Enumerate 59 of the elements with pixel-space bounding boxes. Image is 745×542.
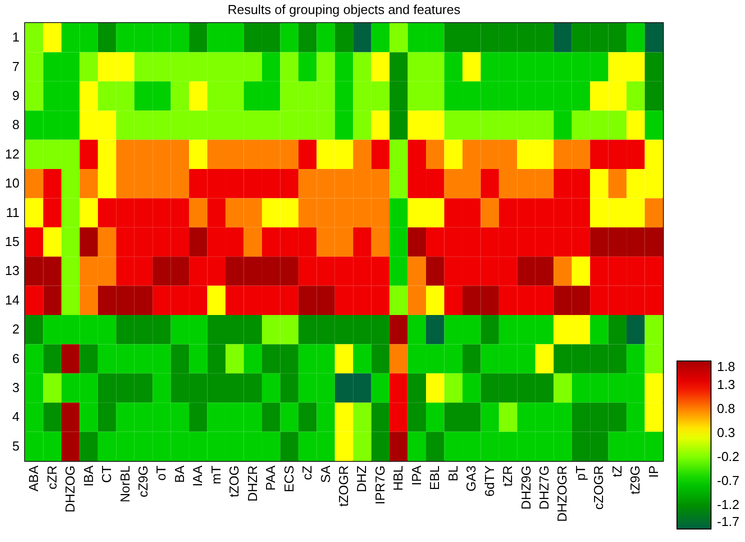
color-bar-label: -1.2 xyxy=(717,497,740,512)
x-tick-label: cZOGR xyxy=(591,466,606,510)
x-tick-label: SA xyxy=(318,465,333,483)
x-tick-label: DHZ xyxy=(354,465,370,492)
x-tick-label: cZ xyxy=(300,465,315,480)
x-tick-label: mT xyxy=(208,465,224,484)
color-bar-label: 0.3 xyxy=(717,425,736,440)
x-tick-label: cZ9G xyxy=(135,466,150,498)
x-tick-label: cZR xyxy=(44,466,60,490)
x-tick-label: HBL xyxy=(390,466,406,491)
y-tick-label: 8 xyxy=(12,117,20,132)
x-tick-label: IBA xyxy=(80,465,96,486)
y-tick-label: 7 xyxy=(12,58,20,74)
x-tick-label: EBL xyxy=(427,466,442,490)
x-tick-label: ECS xyxy=(281,465,296,492)
color-bar-label: -0.7 xyxy=(717,473,740,488)
x-tick-label: pT xyxy=(572,465,588,481)
x-tick-label: PAA xyxy=(263,465,278,491)
y-tick-label: 14 xyxy=(5,292,20,308)
x-tick-label: DHZR xyxy=(244,466,260,502)
x-tick-label: DHZ7G xyxy=(536,466,552,510)
x-tick-label: ABA xyxy=(26,465,42,492)
x-tick-label: tZOG xyxy=(226,466,242,498)
x-tick-label: tZ xyxy=(609,465,624,478)
color-bar-label: 1.3 xyxy=(717,377,736,392)
chart-title: Results of grouping objects and features xyxy=(228,2,461,17)
color-bar-label: 1.8 xyxy=(717,359,736,374)
x-tick-label: tZR xyxy=(500,466,516,486)
y-tick-label: 6 xyxy=(12,350,20,366)
x-tick-label: DHZOG xyxy=(62,466,78,512)
y-tick-label: 3 xyxy=(12,380,20,395)
y-tick-label: 13 xyxy=(5,263,20,278)
color-bar-label: -1.7 xyxy=(717,514,740,529)
x-tick-label: IPR7G xyxy=(372,466,388,505)
x-tick-label: DHZ9G xyxy=(518,466,534,510)
y-tick-label: 4 xyxy=(12,409,20,424)
x-tick-label: IP xyxy=(646,466,661,478)
x-tick-label: IAA xyxy=(190,465,206,486)
x-tick-label: GA3 xyxy=(464,466,479,492)
y-tick-label: 9 xyxy=(12,88,20,103)
y-tick-label: 10 xyxy=(5,176,20,191)
color-bar-label: -0.2 xyxy=(717,449,740,464)
y-tick-label: 11 xyxy=(6,204,20,220)
y-tick-label: 2 xyxy=(12,322,20,337)
x-tick-label: NorBL xyxy=(117,466,132,502)
x-tick-label: tZ9G xyxy=(628,466,643,494)
y-tick-label: 1 xyxy=(12,30,20,45)
x-tick-label: DHZOGR xyxy=(554,466,570,522)
x-tick-label: tZOGR xyxy=(336,466,351,507)
color-bar-label: 0.8 xyxy=(717,401,736,416)
x-tick-label: BL xyxy=(445,466,460,482)
x-tick-label: BA xyxy=(172,465,187,483)
x-tick-label: oT xyxy=(154,465,169,481)
x-tick-label: IPA xyxy=(408,465,424,486)
y-tick-label: 5 xyxy=(12,438,20,454)
y-tick-label: 15 xyxy=(5,234,20,249)
y-tick-label: 12 xyxy=(5,146,20,162)
x-tick-label: CT xyxy=(99,465,114,483)
x-tick-label: 6dTY xyxy=(482,465,497,497)
